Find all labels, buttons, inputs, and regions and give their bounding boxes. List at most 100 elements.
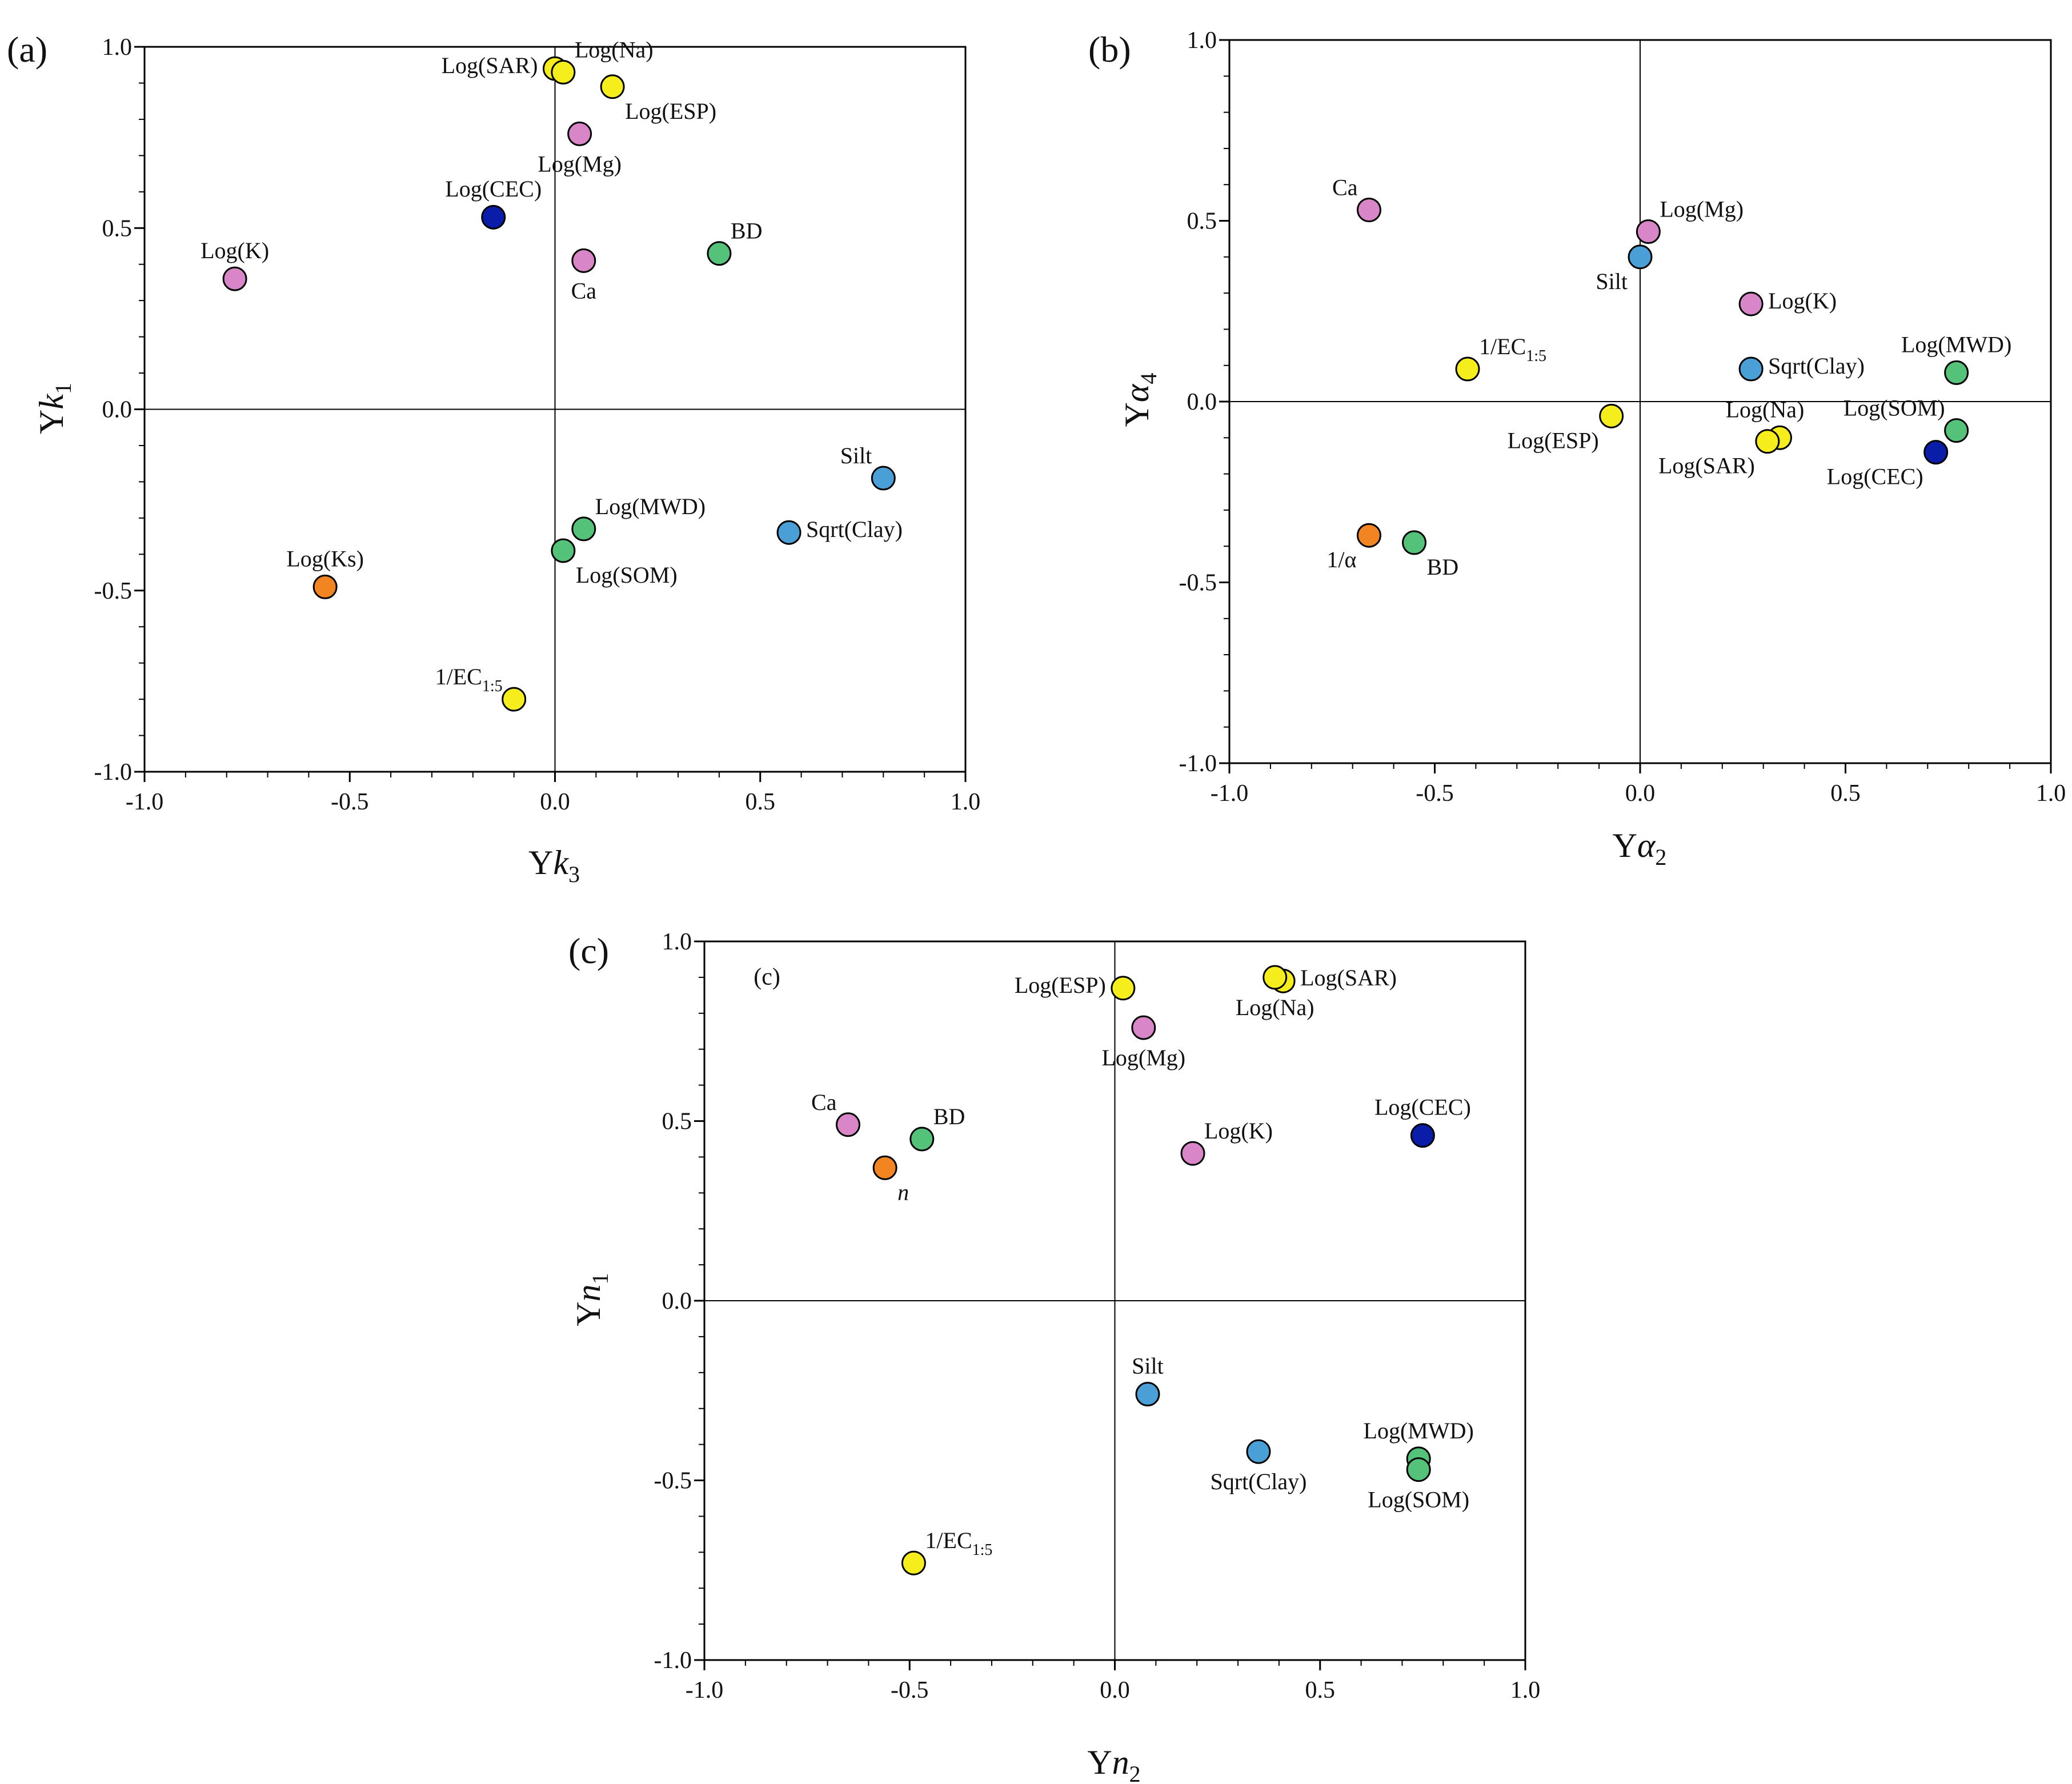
y-tick-label: 0.5	[662, 1109, 692, 1135]
point-label: Log(ESP)	[1508, 427, 1599, 453]
data-point	[481, 205, 506, 230]
point-label: Log(CEC)	[1827, 464, 1923, 490]
point-label: Silt	[1132, 1353, 1164, 1379]
point-label: Silt	[1596, 268, 1628, 294]
point-label-text: Log(CEC)	[445, 176, 542, 202]
panel-letter: (c)	[568, 931, 609, 971]
point-label-text: Sqrt(Clay)	[1211, 1469, 1307, 1494]
point-label-text: Silt	[1596, 268, 1628, 294]
y-axis-title-var: k	[33, 394, 70, 410]
x-tick-label: 0.0	[1100, 1677, 1130, 1703]
point-label-text: 1/α	[1326, 547, 1356, 572]
data-point	[1923, 440, 1949, 465]
point-label-text: Log(Mg)	[1660, 196, 1744, 222]
y-axis-title: Yk1	[33, 383, 76, 434]
point-label-text: Log(Ks)	[286, 546, 364, 571]
point-label-text: Silt	[1132, 1353, 1164, 1379]
y-tick-label: 1.0	[1187, 27, 1217, 54]
point-label: Log(SOM)	[576, 562, 678, 588]
y-axis-title: Yn1	[570, 1273, 613, 1326]
point-label-text: Log(SAR)	[442, 53, 538, 78]
point-label-text: 1/EC	[435, 664, 482, 689]
y-tick-label: 1.0	[662, 929, 692, 955]
panel-letter: (b)	[1088, 29, 1131, 70]
inner-panel-label: (c)	[754, 964, 780, 990]
point-label: Log(MWD)	[1901, 331, 2011, 357]
x-axis-title-var: α	[1637, 827, 1656, 864]
y-axis-title-base: Y	[1118, 402, 1156, 427]
data-point	[571, 516, 596, 542]
panel-c: -1.0 -0.5 0.0 0.5 1.0 -1.0 -0.5 0.0 0.5 1.0 (c) (c)…	[568, 929, 1540, 1784]
data-point	[872, 1155, 897, 1180]
data-point	[1738, 356, 1764, 382]
point-label: 1/EC1:5	[1479, 334, 1546, 365]
data-point	[776, 520, 801, 545]
point-label-text: BD	[933, 1104, 965, 1129]
point-label-text: Silt	[840, 443, 872, 468]
point-label-text: Log(CEC)	[1827, 464, 1923, 490]
point-label-text: Log(Na)	[1726, 396, 1805, 422]
data-point	[551, 59, 576, 85]
point-label-text: Log(Mg)	[538, 151, 622, 177]
x-tick-label: 0.0	[540, 789, 570, 815]
point-label: Log(SAR)	[1300, 965, 1397, 991]
point-label-text: Log(Na)	[1236, 995, 1314, 1020]
data-point	[1356, 198, 1381, 223]
panel-b: -1.0 -0.5 0.0 0.5 1.0-1.0-0.50.00.51.0(b)Yα2…	[1088, 27, 2066, 870]
point-label-text: Ca	[811, 1089, 837, 1115]
x-tick-label: 0.5	[1830, 780, 1861, 807]
x-tick-label: -0.5	[891, 1677, 929, 1703]
point-label: Sqrt(Clay)	[806, 516, 903, 542]
point-label-text: Log(SOM)	[576, 562, 678, 588]
point-label-text: 1/EC	[925, 1528, 972, 1553]
point-label-text: 1/EC	[1479, 334, 1526, 359]
x-axis-title: Yα2	[1613, 827, 1667, 870]
x-tick-label: -1.0	[686, 1677, 724, 1703]
data-point	[1755, 429, 1780, 454]
point-label-text: Log(Na)	[575, 37, 654, 62]
x-axis-title-sub: 2	[1129, 1761, 1141, 1784]
point-label-text: Log(MWD)	[1364, 1418, 1474, 1444]
y-axis-title-var: α	[1118, 383, 1156, 402]
x-axis-title: Yn2	[1087, 1743, 1140, 1784]
x-axis-title-var: k	[553, 844, 569, 881]
point-label: Log(SOM)	[1843, 395, 1945, 421]
data-point	[901, 1550, 926, 1575]
x-tick-label: -1.0	[126, 789, 164, 815]
data-point	[1410, 1123, 1435, 1148]
point-label-sub: 1:5	[1526, 347, 1546, 365]
point-label: 1/EC1:5	[925, 1528, 992, 1559]
data-point	[1944, 360, 1969, 385]
y-axis-title-base: Y	[570, 1301, 607, 1326]
data-point	[1599, 403, 1624, 428]
point-label: Log(Mg)	[538, 151, 622, 177]
point-label: Log(SAR)	[1658, 453, 1755, 479]
point-label-text: Sqrt(Clay)	[1768, 353, 1865, 379]
point-label: Log(ESP)	[625, 98, 716, 124]
data-point	[222, 266, 247, 291]
data-point	[312, 574, 338, 599]
point-label-text: BD	[1427, 554, 1459, 580]
x-tick-label: 0.5	[746, 789, 776, 815]
point-label-text: Log(SAR)	[1300, 965, 1397, 991]
point-label-text: Log(SOM)	[1368, 1487, 1469, 1513]
y-axis-title-sub: 1	[587, 1273, 613, 1284]
x-tick-label: -0.5	[1416, 780, 1454, 807]
y-axis-title: Yα4	[1118, 373, 1161, 427]
data-point	[1628, 244, 1653, 270]
point-label: Sqrt(Clay)	[1768, 353, 1865, 379]
point-label-text: Log(ESP)	[1015, 972, 1106, 998]
point-label-text: Ca	[1332, 175, 1358, 201]
x-axis-title-base: Y	[1087, 1743, 1112, 1781]
point-label: 1/EC1:5	[435, 664, 503, 695]
point-label-text: Log(Mg)	[1101, 1045, 1185, 1071]
data-point	[1356, 523, 1381, 548]
y-tick-label: -0.5	[1179, 570, 1217, 596]
data-point	[1263, 965, 1288, 990]
x-axis-title: Yk3	[528, 844, 580, 887]
data-point	[1135, 1382, 1160, 1407]
panel-a: -1.0 -0.5 0.0 0.5 1.0-1.0-0.50.00.51.0(a)Yk3…	[7, 29, 980, 887]
x-tick-label: -1.0	[1211, 780, 1249, 807]
point-label: 1/α	[1326, 547, 1356, 572]
